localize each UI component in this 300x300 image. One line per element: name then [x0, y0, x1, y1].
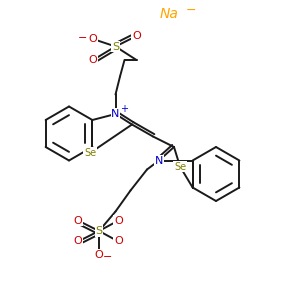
- Text: O: O: [94, 250, 103, 260]
- Text: S: S: [112, 41, 119, 52]
- Text: −: −: [185, 4, 196, 17]
- Text: −: −: [78, 32, 87, 43]
- Text: O: O: [74, 236, 82, 247]
- Text: Se: Se: [84, 148, 96, 158]
- Text: Se: Se: [174, 161, 186, 172]
- Text: O: O: [74, 215, 82, 226]
- Text: Na: Na: [160, 7, 179, 20]
- Text: O: O: [88, 34, 98, 44]
- Text: +: +: [120, 103, 128, 114]
- Text: N: N: [155, 155, 163, 166]
- Text: O: O: [88, 55, 98, 65]
- Text: −: −: [103, 252, 112, 262]
- Text: N: N: [111, 109, 120, 119]
- Text: O: O: [114, 215, 123, 226]
- Text: O: O: [114, 236, 123, 247]
- Text: S: S: [95, 226, 103, 236]
- Text: O: O: [132, 31, 141, 41]
